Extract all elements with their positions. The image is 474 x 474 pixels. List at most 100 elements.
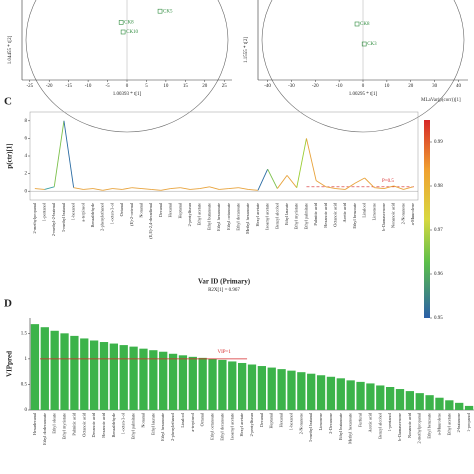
x-tick-label: Decanal [158,202,163,217]
x-tick-label: Ethyl acetate [446,413,451,435]
line-segment [53,120,65,187]
colorbar-tick-label: 0.97 [434,228,443,233]
x-tick-label: Benzaldehyde [90,203,95,227]
x-tick-label: -30 [288,84,295,89]
x-tick-label: Nonanal [139,202,144,217]
x-tick-label: 2-Nonanone [400,203,405,224]
x-tick-label: 2-Nonanone [298,413,303,434]
bar [30,324,40,410]
x-tick-label: 5 [145,84,148,89]
x-tick-label: Ethyl palmitate [131,413,136,439]
line-segment [63,120,75,188]
x-tick-label: Nonanoic acid [391,202,396,228]
line-segment [364,177,375,188]
x-tick-label: Benzyl alcohol [377,412,382,439]
x-tick-label: b-Damascenone [381,203,386,231]
x-tick-label: -20 [312,84,319,89]
y-axis-label: p(ctr)[1] [6,143,14,168]
x-tick-label: Decanoic acid [91,412,96,437]
colorbar-tick-label: 0.95 [434,316,443,321]
x-axis-label: 1.00295 * t[1] [349,92,378,97]
line-segment [34,188,45,190]
x-tick-label: -20 [46,84,53,89]
bar [425,395,434,410]
x-tick-label: Hexanoic acid [323,202,328,228]
x-tick-label: Benzyl alcohol [274,202,279,229]
bar [435,397,444,410]
confidence-ellipse [25,0,229,133]
x-tick-label: Limonene [318,413,323,431]
y-tick-label: 1.5 [21,331,28,336]
x-tick-label: Isoamyl acetate [229,413,234,440]
bar [80,338,89,410]
line-segment [345,182,356,190]
x-tick-label: Hexyl acetate [239,413,244,437]
bar [50,330,59,410]
x-tick-label: -10 [85,84,92,89]
y-tick-label: 0 [25,189,28,194]
line-segment [190,188,200,190]
colorbar [424,120,430,318]
x-tick-label: Isoamyl acetate [265,203,270,230]
line-segment [170,187,181,190]
colorbar-tick-label: 0.99 [434,140,443,145]
line-segment [83,188,94,190]
x-tick-label: Acetic acid [342,202,347,222]
x-tick-label: 25 [222,84,228,89]
x-tick-label: Hexanal [168,202,173,217]
x-tick-label: -5 [105,84,110,89]
point [157,8,163,14]
line-segment [374,187,385,190]
line-segment [296,138,307,188]
bar [149,350,158,410]
line-segment [276,175,288,189]
line-segment [122,187,132,190]
x-tick-label: (E)-2-octenal [129,202,134,226]
x-tick-label: 2-methyl-2-butenal [51,202,56,236]
point [118,20,124,25]
x-tick-label: Ethyl myristate [62,413,67,439]
y-axis-label: 1.1555 * t[2] [244,37,249,63]
x-tick-label: a-Muurolene [410,203,415,225]
x-tick-label: Methyl hexanoate [245,203,250,234]
x-tick-label: 2-methylpropanal [417,412,422,443]
x-tick-label: Ethyl hexanoate [160,413,165,441]
line-segment [219,188,229,190]
bar [237,362,247,410]
line-segment [180,187,191,190]
x-tick-label: Palmitic acid [313,202,318,225]
x-tick-label: Limonene [371,203,376,221]
line-segment [238,187,249,190]
x-tick-label: 3-methyl butanal [61,202,66,232]
bar [109,343,119,410]
bar [346,380,355,410]
line-segment [112,188,123,190]
x-tick-label: Ethyl benzoate [427,413,432,439]
point-label: CK10 [126,30,138,35]
bar [119,345,128,410]
line-segment [354,177,365,184]
point [354,21,360,27]
x-tick-label: 2-phenylethanol [100,202,105,231]
bar [287,370,296,410]
bar [139,348,148,410]
x-tick-label: 0 [126,84,129,89]
y-axis-label: 1.04455 * t[2] [8,35,13,64]
x-tick-label: Heptanal [269,412,274,428]
bar [188,356,197,410]
x-tick-label: a-terpineol [80,202,85,221]
bar [99,342,109,410]
x-tick-label: (E,E)-2,4-decadienal [148,202,154,239]
x-tick-label: 1-hexanol [288,412,293,430]
x-tick-label: Hexyl acetate [255,203,260,227]
x-tick-label: 40 [456,84,462,89]
x-tick-label: Ethyl octanoate [226,203,231,230]
x-tick-label: Octanal [119,202,124,216]
x-tick-label: a-Muurolene [436,413,441,435]
x-tick-label: Ethyl laurate [150,413,155,435]
line-segment [209,186,220,190]
y-tick-label: 4 [25,154,28,159]
x-tick-label: Ethyl butanoate [338,413,343,440]
x-tick-label: -40 [264,84,271,89]
